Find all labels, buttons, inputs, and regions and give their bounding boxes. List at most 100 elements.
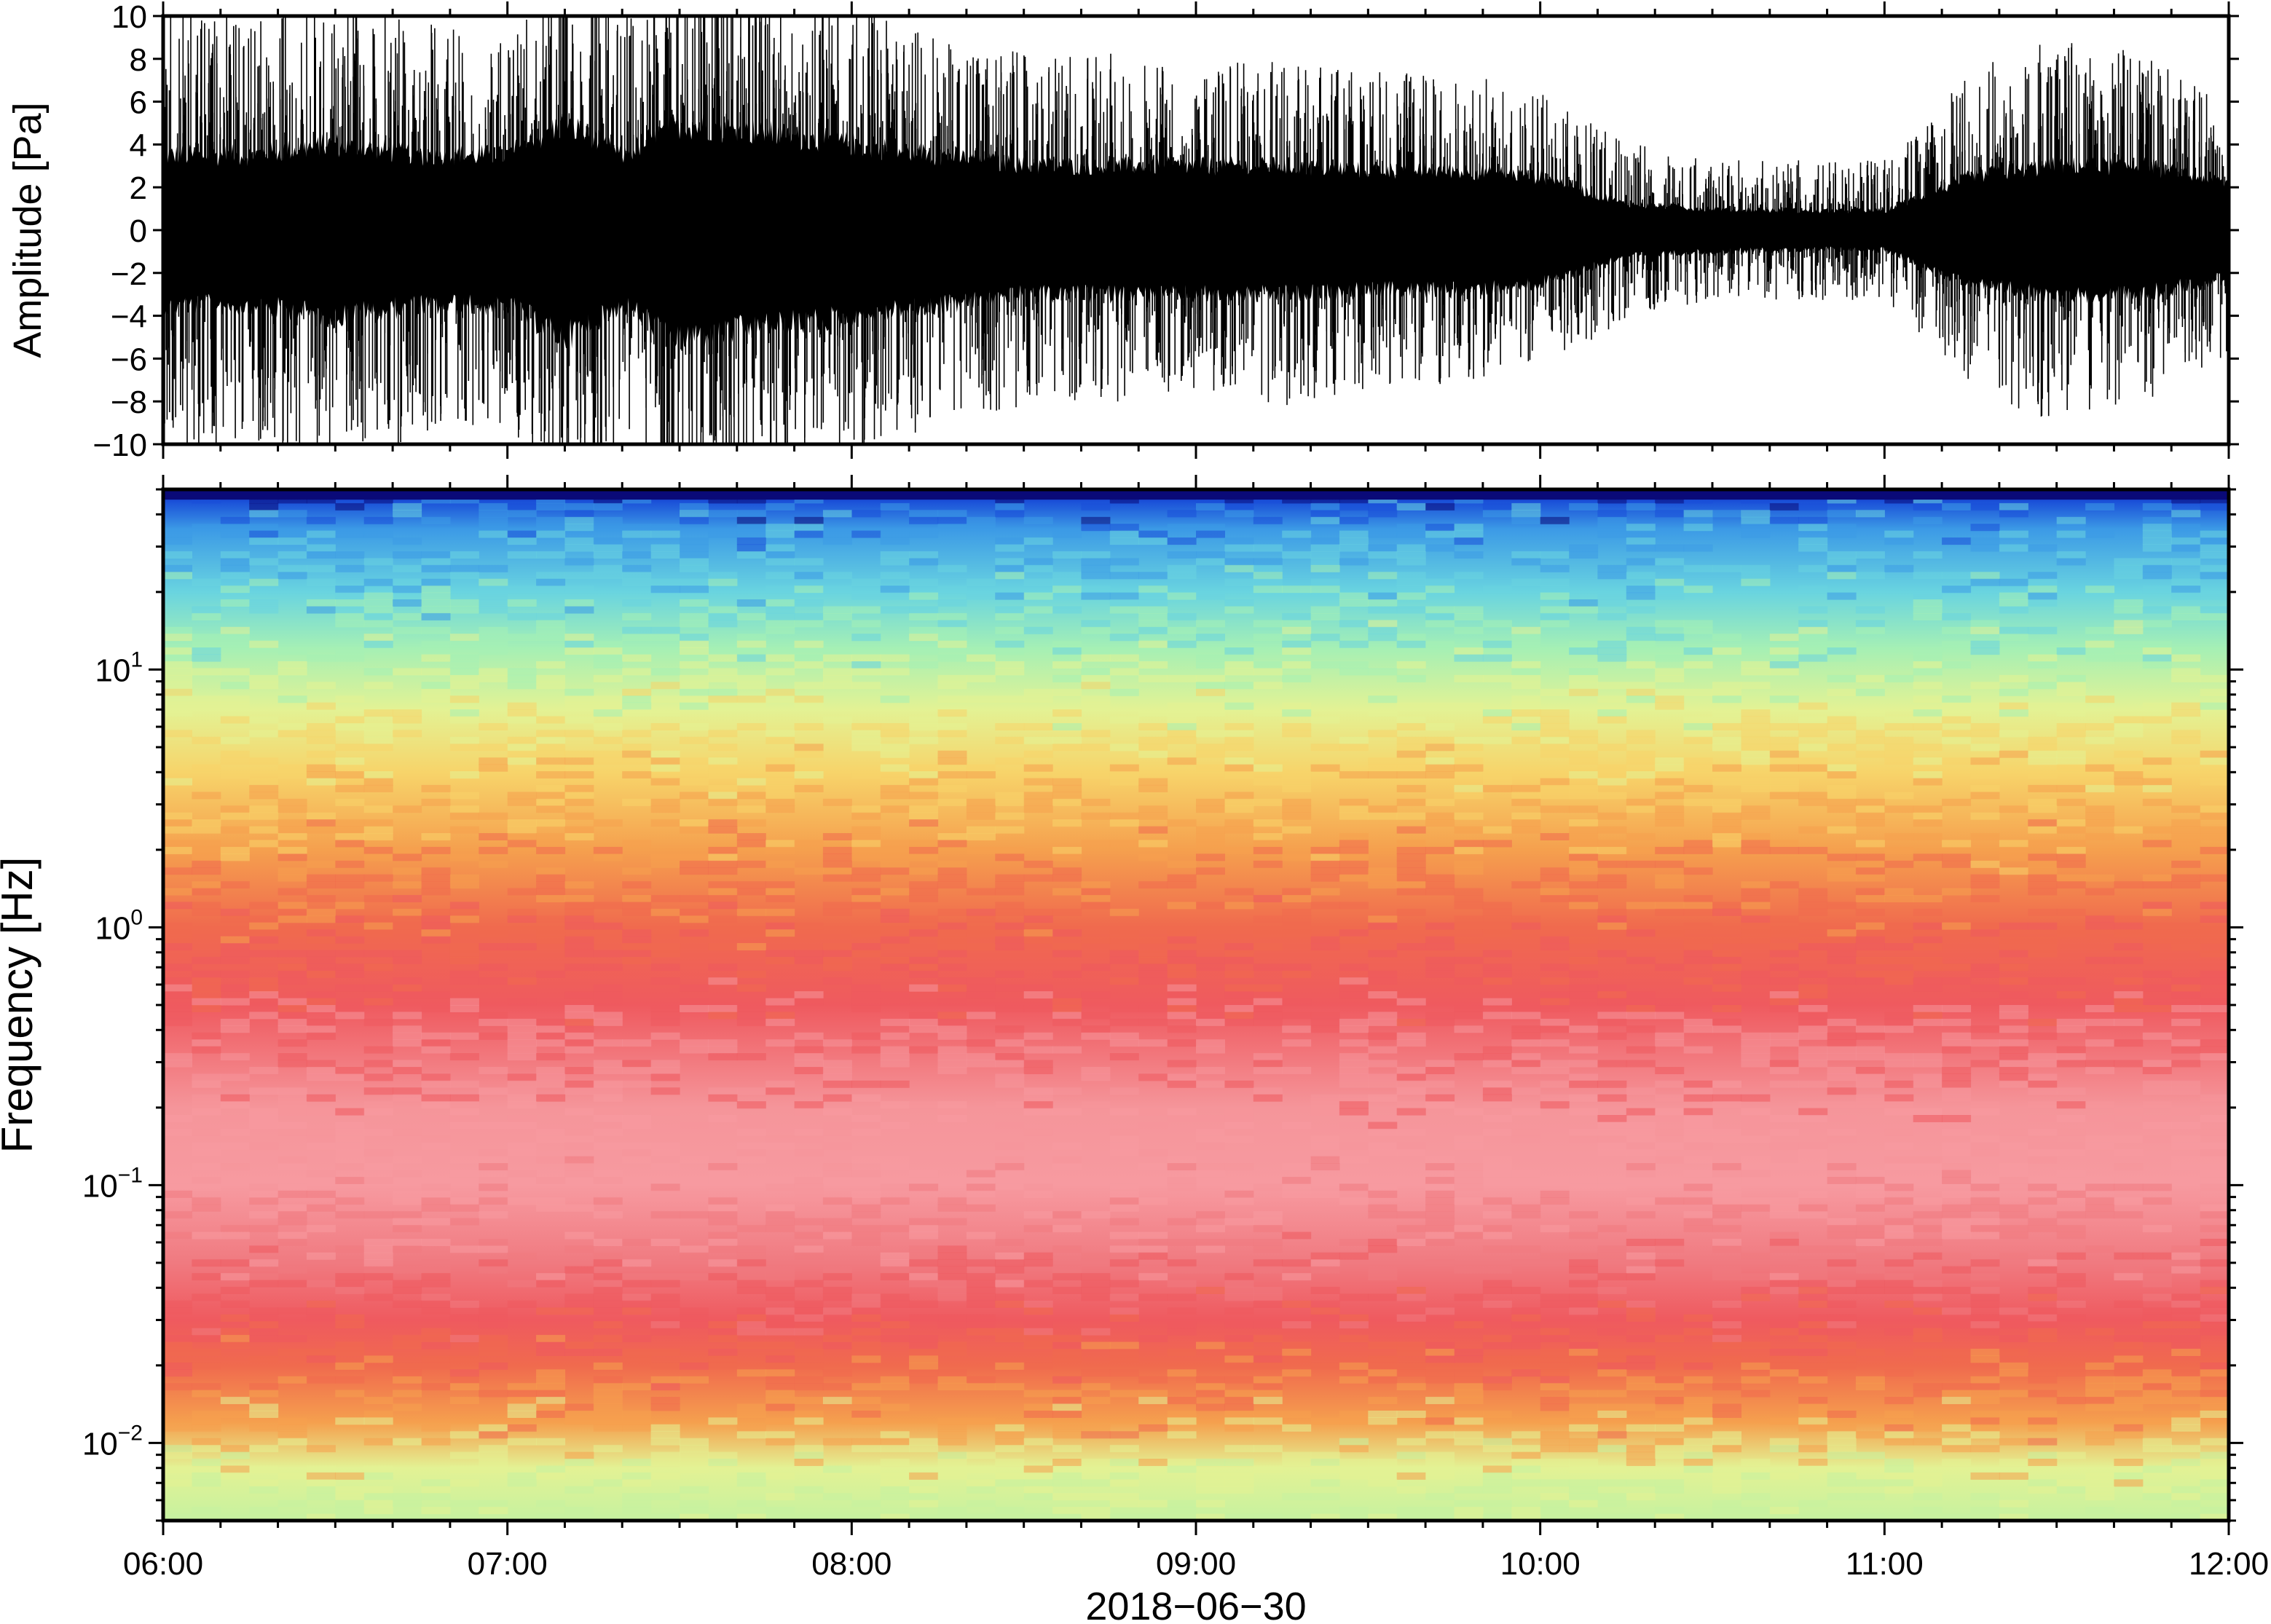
spectrogram-cell [363, 599, 393, 607]
spectrogram-cell [278, 647, 307, 655]
spectrogram-cell [880, 1479, 910, 1487]
spectrogram-cell [1569, 599, 1599, 607]
spectrogram-cell [1913, 1073, 1943, 1081]
spectrogram-cell [937, 1507, 967, 1515]
spectrogram-cell [2085, 1115, 2115, 1122]
spectrogram-cell [1253, 1287, 1283, 1294]
spectrogram-cell [1597, 1032, 1627, 1040]
spectrogram-cell [421, 1135, 451, 1143]
spectrogram-cell [1855, 867, 1885, 875]
spectrogram-cell [995, 854, 1025, 862]
spectrogram-cell [1655, 634, 1685, 642]
spectrogram-cell [851, 606, 881, 614]
spectrogram-cell [1482, 1197, 1512, 1205]
spectrogram-cell [1712, 1438, 1741, 1446]
spectrogram-cell [736, 1280, 766, 1288]
spectrogram-cell [1827, 771, 1857, 779]
spectrogram-cell [1368, 510, 1398, 518]
spectrogram-cell [249, 1211, 279, 1219]
spectrogram-cell [650, 709, 680, 717]
spectrogram-cell [507, 1472, 537, 1480]
spectrogram-cell [2114, 750, 2144, 758]
spectrogram-cell [1626, 640, 1656, 648]
spectrogram-cell [1224, 757, 1254, 765]
spectrogram-cell [1368, 709, 1398, 717]
spectrogram-cell [1224, 537, 1254, 545]
spectrogram-cell [1368, 1245, 1398, 1253]
spectrogram-cell [1167, 1280, 1197, 1288]
spectrogram-cell [2085, 1397, 2115, 1405]
spectrogram-cell [1282, 551, 1312, 559]
spectrogram-cell [1282, 826, 1312, 834]
spectrogram-cell [1138, 661, 1168, 669]
spectrogram-cell [1626, 1493, 1656, 1501]
spectrogram-cell [1942, 922, 1972, 930]
spectrogram-cell [1023, 537, 1053, 545]
spectrogram-cell [1023, 1493, 1053, 1501]
spectrogram-cell [192, 888, 221, 896]
spectrogram-cell [2171, 1087, 2201, 1095]
spectrogram-cell [1224, 564, 1254, 572]
spectrogram-cell [1798, 1424, 1828, 1432]
spectrogram-cell [851, 1465, 881, 1473]
spectrogram-cell [1683, 1025, 1713, 1033]
spectrogram-cell [736, 537, 766, 545]
spectrogram-cell [449, 1053, 479, 1061]
spectrogram-cell [966, 654, 996, 662]
spectrogram-cell [393, 1362, 422, 1370]
spectrogram-cell [421, 922, 451, 930]
spectrogram-cell [393, 908, 422, 916]
spectrogram-cell [1855, 956, 1885, 964]
spectrogram-cell [1769, 524, 1799, 532]
spectrogram-cell [564, 1018, 594, 1026]
spectrogram-cell [449, 812, 479, 820]
spectrogram-cell [995, 1156, 1025, 1164]
spectrogram-cell [2028, 998, 2058, 1006]
spectrogram-cell [1569, 970, 1599, 978]
spectrogram-cell [593, 1321, 623, 1329]
spectrogram-cell [363, 634, 393, 642]
spectrogram-cell [1253, 895, 1283, 902]
spectrogram-cell [278, 661, 307, 669]
spectrogram-cell [1683, 544, 1713, 552]
spectrogram-cell [1482, 771, 1512, 779]
spectrogram-cell [1855, 1349, 1885, 1356]
spectrogram-cell [1540, 1355, 1570, 1363]
spectrogram-cell [2085, 874, 2115, 882]
spectrogram-cell [2028, 1451, 2058, 1459]
spectrogram-cell [1109, 572, 1139, 580]
spectrogram-cell [1109, 1039, 1139, 1047]
spectrogram-cell [1109, 634, 1139, 642]
spectrogram-cell [220, 826, 250, 834]
spectrogram-cell [306, 998, 336, 1006]
spectrogram-cell [2085, 764, 2115, 772]
spectrogram-cell [708, 915, 738, 923]
spectrogram-cell [995, 902, 1025, 910]
spectrogram-cell [937, 963, 967, 971]
spectrogram-cell [1396, 840, 1426, 848]
spectrogram-cell [306, 496, 336, 504]
spectrogram-cell [1339, 812, 1369, 820]
spectrogram-cell [1511, 1108, 1541, 1116]
spectrogram-cell [1798, 1012, 1828, 1020]
spectrogram-cell [1310, 510, 1340, 518]
spectrogram-cell [507, 1101, 537, 1109]
spectrogram-cell [937, 1438, 967, 1446]
spectrogram-cell [1282, 723, 1312, 730]
spectrogram-cell [1253, 1060, 1283, 1068]
spectrogram-cell [393, 1369, 422, 1377]
spectrogram-cell [1798, 1321, 1828, 1329]
spectrogram-cell [2171, 833, 2201, 840]
spectrogram-cell [335, 1376, 365, 1384]
spectrogram-cell [708, 1094, 738, 1102]
spectrogram-cell [1769, 1067, 1799, 1074]
spectrogram-cell [1282, 1341, 1312, 1349]
spectrogram-cell [1569, 956, 1599, 964]
spectrogram-cell [536, 1067, 566, 1074]
spectrogram-cell [363, 1465, 393, 1473]
spectrogram-cell [393, 716, 422, 724]
spectrogram-cell [192, 826, 221, 834]
spectrogram-cell [1626, 586, 1656, 594]
spectrogram-cell [1023, 1390, 1053, 1398]
spectrogram-cell [421, 1183, 451, 1191]
